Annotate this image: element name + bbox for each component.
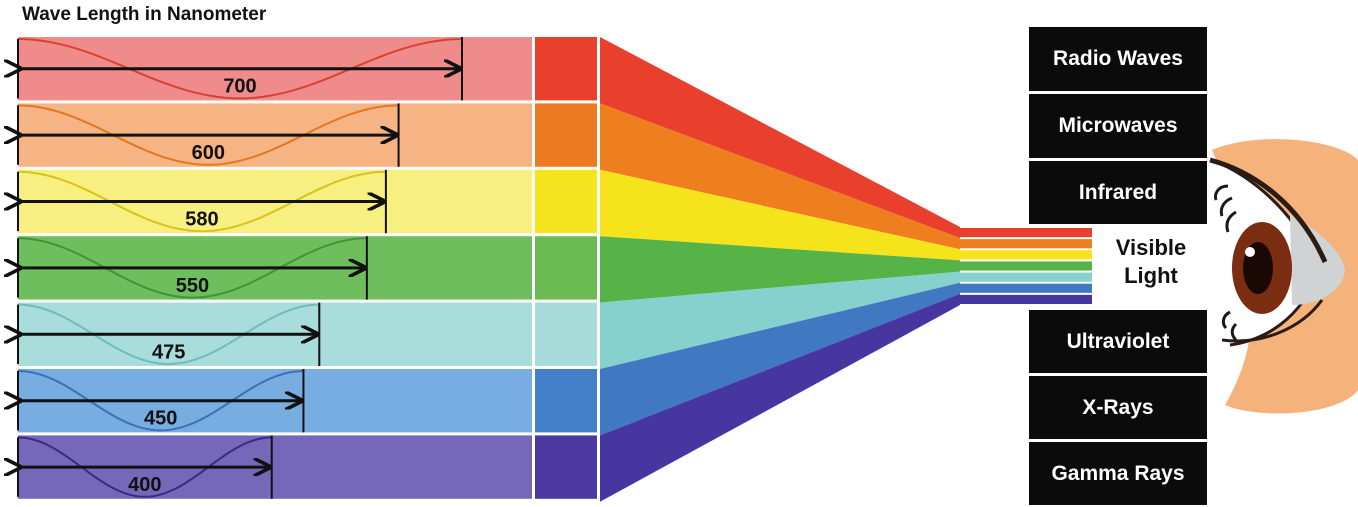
box-infrared: Infrared bbox=[1029, 161, 1207, 224]
stripe-400 bbox=[960, 294, 1092, 304]
band-value-label: 600 bbox=[192, 142, 225, 164]
band-value-label: 580 bbox=[185, 209, 218, 231]
band-400: 400 bbox=[17, 435, 597, 499]
diagram-title: Wave Length in Nanometer bbox=[22, 4, 267, 25]
band-450: 450 bbox=[17, 369, 597, 433]
band-580: 580 bbox=[17, 169, 597, 234]
band-prism-strip bbox=[535, 169, 597, 234]
box-gamma-rays: Gamma Rays bbox=[1029, 442, 1207, 505]
band-550: 550 bbox=[17, 236, 597, 300]
beam-450 bbox=[600, 282, 960, 436]
stripe-700 bbox=[960, 228, 1092, 238]
beam-600 bbox=[600, 103, 960, 250]
box-ultraviolet: Ultraviolet bbox=[1029, 310, 1207, 373]
stripe-600 bbox=[960, 239, 1092, 249]
band-value-label: 700 bbox=[223, 76, 256, 98]
beam-580 bbox=[600, 169, 960, 261]
band-475: 475 bbox=[17, 302, 597, 366]
wavelength-bands: 700 600 580 550 475 450 400 bbox=[18, 37, 597, 499]
band-prism-strip bbox=[535, 37, 597, 101]
stripe-450 bbox=[960, 283, 1092, 293]
band-prism-strip bbox=[535, 103, 597, 167]
prism-beams bbox=[600, 37, 960, 502]
band-prism-strip bbox=[535, 435, 597, 499]
wave-curve bbox=[17, 104, 399, 166]
stripe-550 bbox=[960, 261, 1092, 271]
wave-curve bbox=[17, 38, 463, 100]
stripe-475 bbox=[960, 272, 1092, 282]
band-prism-strip bbox=[535, 236, 597, 300]
band-prism-strip bbox=[535, 369, 597, 433]
wave-curve bbox=[17, 436, 272, 498]
band-value-label: 475 bbox=[152, 341, 185, 363]
visible-label-line1: Visible bbox=[1115, 235, 1187, 260]
band-prism-strip bbox=[535, 302, 597, 366]
visible-light-stripes bbox=[960, 228, 1092, 304]
box-microwaves: Microwaves bbox=[1029, 94, 1207, 158]
stripe-580 bbox=[960, 250, 1092, 260]
band-700: 700 bbox=[17, 37, 597, 101]
eye-icon bbox=[1209, 139, 1358, 414]
wave-curve bbox=[17, 170, 386, 233]
visible-label-line2: Light bbox=[1124, 263, 1178, 288]
beam-700 bbox=[600, 37, 960, 239]
wave-curve bbox=[17, 370, 304, 432]
box-x-rays: X-Rays bbox=[1029, 376, 1207, 439]
visible-light-label: Visible Light bbox=[1092, 234, 1210, 300]
beam-400 bbox=[600, 293, 960, 502]
beam-550 bbox=[600, 236, 960, 303]
wave-curve bbox=[17, 303, 320, 366]
band-value-label: 400 bbox=[128, 474, 161, 496]
box-radio-waves: Radio Waves bbox=[1029, 27, 1207, 91]
wave-curve bbox=[17, 237, 367, 299]
band-600: 600 bbox=[17, 103, 597, 167]
band-value-label: 450 bbox=[144, 408, 177, 430]
band-value-label: 550 bbox=[176, 275, 209, 297]
beam-475 bbox=[600, 271, 960, 369]
